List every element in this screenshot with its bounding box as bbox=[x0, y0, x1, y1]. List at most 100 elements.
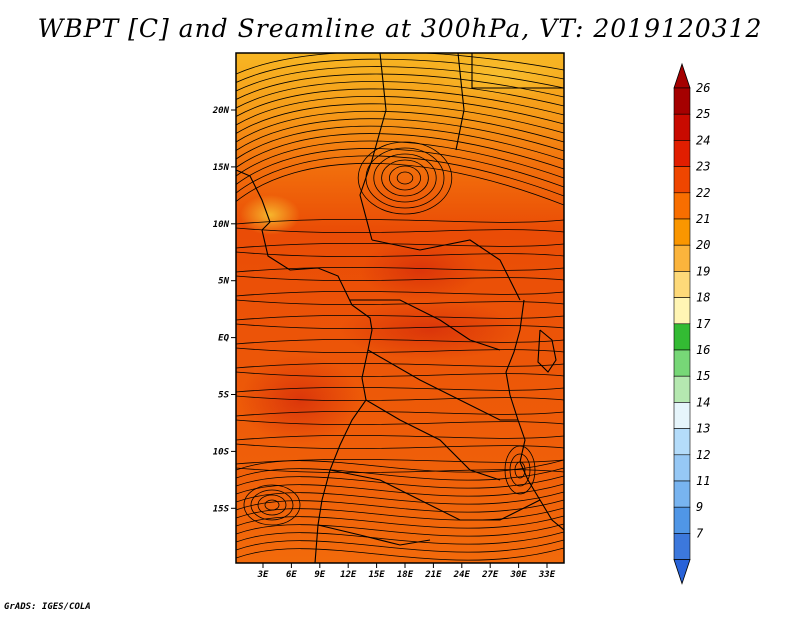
streamline bbox=[236, 515, 564, 529]
streamline bbox=[236, 547, 564, 561]
colorbar-label: 17 bbox=[696, 317, 711, 331]
colorbar-swatch bbox=[673, 87, 691, 115]
warm-anomaly bbox=[340, 300, 520, 360]
streamline bbox=[236, 539, 564, 553]
colorbar-label: 20 bbox=[696, 238, 710, 252]
streamline bbox=[236, 242, 564, 249]
colorbar-label: 15 bbox=[696, 369, 710, 383]
colorbar-label: 25 bbox=[696, 107, 710, 121]
streamline bbox=[236, 251, 564, 258]
east-coastline bbox=[505, 299, 564, 531]
lon-tick-label: 30E bbox=[509, 570, 527, 580]
streamline bbox=[236, 53, 564, 75]
streamline bbox=[396, 171, 414, 185]
streamline bbox=[236, 162, 564, 206]
lat-tick-label: EQ bbox=[218, 334, 229, 344]
colorbar-swatch bbox=[673, 349, 691, 377]
streamline bbox=[236, 323, 564, 330]
colorbar-label: 11 bbox=[696, 474, 710, 488]
streamline bbox=[236, 140, 564, 179]
longitude-axis: 3E 6E 9E 12E 15E 18E 21E 24E 27E 30E 33E bbox=[257, 563, 556, 580]
grads-credit: GrADS: IGES/COLA bbox=[4, 602, 91, 612]
streamline bbox=[236, 227, 564, 234]
lon-tick-label: 12E bbox=[340, 570, 357, 580]
lat-tick-label: 10S bbox=[213, 447, 230, 457]
streamline bbox=[236, 103, 564, 134]
streamline bbox=[236, 531, 564, 545]
colorbar-swatch bbox=[673, 244, 691, 272]
streamline bbox=[504, 445, 536, 495]
streamline bbox=[250, 489, 294, 521]
lon-tick-label: 6E bbox=[286, 570, 297, 580]
streamline bbox=[236, 133, 564, 170]
streamline bbox=[236, 290, 564, 297]
streamline bbox=[236, 73, 564, 100]
lon-tick-label: 24E bbox=[453, 570, 471, 580]
lat-tick-label: 5N bbox=[218, 277, 229, 287]
colorbar-swatch bbox=[673, 113, 691, 141]
border bbox=[329, 469, 541, 521]
colorbar: 26 25 24 23 22 21 20 19 18 17 16 15 14 13 12 11 9 7 bbox=[673, 62, 711, 585]
latitude-axis: 20N 15N 10N 5N EQ 5S 10S 15S bbox=[212, 106, 236, 514]
lat-tick-label: 10N bbox=[213, 220, 230, 230]
streamline bbox=[381, 159, 429, 197]
border bbox=[367, 349, 518, 421]
colorbar-label: 19 bbox=[696, 264, 710, 278]
border bbox=[359, 53, 387, 241]
lon-tick-label: 21E bbox=[424, 570, 442, 580]
streamline bbox=[236, 338, 564, 345]
colorbar-label: 26 bbox=[696, 81, 710, 95]
colorbar-swatch bbox=[673, 506, 691, 534]
streamline bbox=[236, 125, 564, 161]
colorbar-swatch bbox=[673, 454, 691, 482]
cool-anomaly bbox=[430, 53, 564, 100]
madagascar-coast bbox=[537, 329, 557, 373]
colorbar-label: 22 bbox=[696, 186, 710, 200]
lon-tick-label: 15E bbox=[368, 570, 385, 580]
streamline bbox=[236, 314, 564, 321]
map-title: WBPT [C] and Sreamline at 300hPa, VT: 20… bbox=[37, 14, 763, 43]
streamline bbox=[236, 218, 564, 225]
border bbox=[365, 399, 501, 481]
streamline bbox=[236, 467, 564, 481]
border bbox=[455, 53, 465, 151]
streamline bbox=[357, 141, 453, 215]
streamline bbox=[236, 362, 564, 369]
colorbar-swatch bbox=[673, 323, 691, 351]
colorbar-swatch bbox=[673, 480, 691, 508]
streamline bbox=[264, 499, 280, 511]
lon-tick-label: 3E bbox=[257, 570, 269, 580]
colorbar-swatch bbox=[673, 297, 691, 325]
streamline bbox=[236, 499, 564, 513]
colorbar-swatch bbox=[673, 375, 691, 403]
lat-tick-label: 15S bbox=[213, 504, 230, 514]
colorbar-swatch bbox=[673, 271, 691, 298]
colorbar-label: 12 bbox=[696, 448, 710, 462]
lon-tick-label: 33E bbox=[538, 570, 556, 580]
border bbox=[350, 299, 501, 351]
colorbar-bottom-arrow bbox=[673, 559, 691, 585]
colorbar-top-arrow bbox=[673, 62, 691, 89]
streamline bbox=[373, 153, 437, 203]
streamline bbox=[236, 155, 564, 197]
border bbox=[317, 524, 431, 546]
streamline bbox=[236, 275, 564, 282]
lat-tick-label: 20N bbox=[212, 106, 230, 116]
streamline bbox=[388, 165, 421, 191]
west-coastline bbox=[236, 169, 373, 563]
streamline bbox=[236, 419, 564, 426]
streamline bbox=[243, 484, 301, 526]
colorbar-label: 7 bbox=[696, 526, 704, 540]
streamlines bbox=[236, 53, 564, 561]
streamline bbox=[509, 453, 531, 487]
lon-tick-label: 9E bbox=[314, 570, 325, 580]
border bbox=[371, 239, 521, 301]
colorbar-swatch bbox=[673, 533, 691, 560]
border bbox=[471, 53, 564, 89]
colorbar-label: 16 bbox=[696, 343, 710, 357]
lat-tick-label: 5S bbox=[218, 391, 229, 401]
streamline bbox=[236, 523, 564, 537]
streamline bbox=[236, 299, 564, 306]
lon-tick-label: 18E bbox=[397, 570, 414, 580]
